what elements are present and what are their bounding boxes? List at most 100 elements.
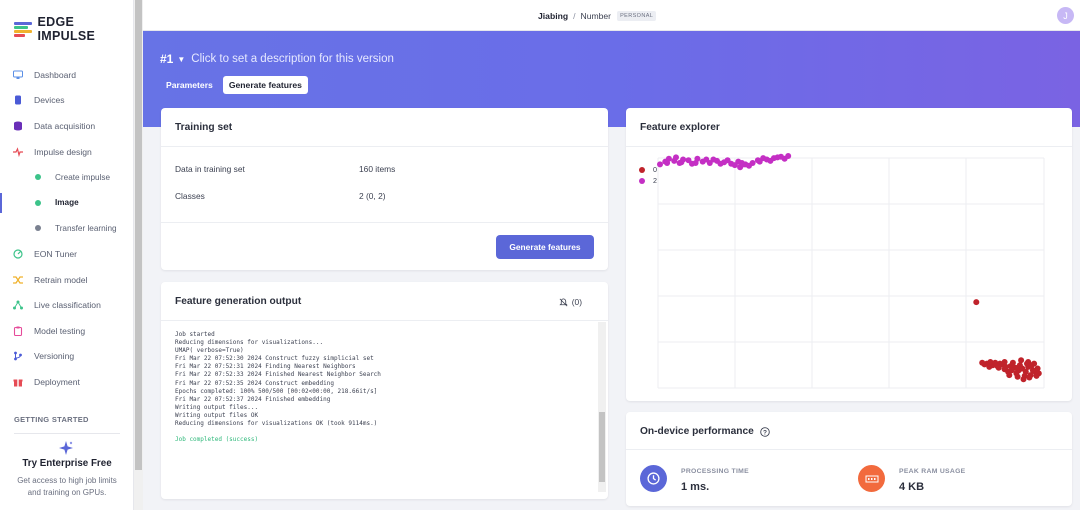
scatter-point-class-2[interactable] xyxy=(673,154,679,161)
tab-generate-features[interactable]: Generate features xyxy=(222,76,308,94)
scatter-point-class-0[interactable] xyxy=(1014,373,1021,380)
sidebar-item-devices[interactable]: Devices xyxy=(0,88,134,114)
enterprise-description: Get access to high job limits and traini… xyxy=(17,476,117,497)
active-indicator xyxy=(0,192,2,213)
notifications-toggle[interactable]: (0) xyxy=(559,297,582,307)
sidebar-subitem-transfer-learning[interactable]: Transfer learning xyxy=(0,216,134,242)
scatter-point-class-2[interactable] xyxy=(746,162,752,169)
log-line: Writing output files... xyxy=(175,403,259,411)
scatter-point-class-2[interactable] xyxy=(662,158,669,165)
version-selector[interactable]: #1 ▼ Click to set a description for this… xyxy=(160,52,394,66)
scatter-point-class-0[interactable] xyxy=(1018,357,1025,364)
sidebar-item-versioning[interactable]: Versioning xyxy=(0,344,134,370)
scatter-point-class-2[interactable] xyxy=(703,156,710,163)
log-line: Fri Mar 22 07:52:31 2024 Finding Nearest… xyxy=(175,363,356,371)
brand-name: EDGE IMPULSE xyxy=(37,15,96,43)
scrollbar-thumb[interactable] xyxy=(599,412,605,482)
scatter-point-class-2[interactable] xyxy=(724,157,731,164)
sidebar-item-deployment[interactable]: Deployment xyxy=(0,369,134,395)
scatter-point-class-0[interactable] xyxy=(1024,360,1030,367)
status-dot-icon xyxy=(35,174,41,181)
sidebar-scrollbar[interactable] xyxy=(134,0,143,510)
scatter-point-class-2[interactable] xyxy=(767,157,774,164)
legend-dot-icon xyxy=(639,177,645,184)
sidebar-item-model-testing[interactable]: Model testing xyxy=(0,318,134,344)
scatter-point-class-0[interactable] xyxy=(1020,376,1027,383)
sidebar-subitem-label: Image xyxy=(55,198,79,208)
scatter-point-class-0[interactable] xyxy=(1033,372,1040,379)
generate-features-button[interactable]: Generate features xyxy=(496,235,594,259)
scatter-point-class-2[interactable] xyxy=(781,155,788,162)
scatter-point-class-0[interactable] xyxy=(1009,359,1016,366)
scatter-point-class-0[interactable] xyxy=(1029,367,1036,374)
sidebar-subitem-image[interactable]: Image xyxy=(0,190,134,216)
notification-count: (0) xyxy=(571,297,582,307)
scatter-point-class-0[interactable] xyxy=(1026,374,1033,381)
feature-scatter-plot[interactable] xyxy=(626,148,1072,398)
scatter-point-class-2[interactable] xyxy=(774,154,781,161)
scatter-point-class-2[interactable] xyxy=(760,155,767,162)
scatter-point-class-0[interactable] xyxy=(1034,365,1041,372)
sidebar: EDGE IMPULSE Dashboard Devices Data acqu… xyxy=(0,0,134,510)
top-bar: Jiabing / Number PERSONAL J xyxy=(143,0,1080,31)
divider xyxy=(626,449,1072,450)
scatter-point-class-0[interactable] xyxy=(1008,367,1015,374)
avatar[interactable]: J xyxy=(1057,7,1074,24)
scrollbar-thumb[interactable] xyxy=(135,0,142,470)
breadcrumb-project[interactable]: Number xyxy=(580,11,612,21)
scatter-point-class-2[interactable] xyxy=(694,155,701,162)
enterprise-title[interactable]: Try Enterprise Free xyxy=(22,458,112,469)
scatter-point-class-2[interactable] xyxy=(676,160,683,166)
scatter-point-class-2[interactable] xyxy=(754,157,761,164)
help-circle-icon[interactable]: ? xyxy=(760,426,770,437)
shuffle-icon xyxy=(13,275,23,285)
legend-item-2[interactable]: 2 xyxy=(639,175,657,186)
sidebar-nav: Dashboard Devices Data acquisition Impul… xyxy=(0,62,134,395)
scatter-point-class-0[interactable] xyxy=(994,363,1001,370)
tab-parameters[interactable]: Parameters xyxy=(166,80,213,90)
caret-down-icon[interactable]: ▼ xyxy=(177,54,186,64)
sidebar-item-label: Retrain model xyxy=(34,274,88,285)
job-log: Job started Reducing dimensions for visua… xyxy=(175,331,381,444)
gift-icon xyxy=(13,377,23,387)
scatter-point-class-2[interactable] xyxy=(740,161,747,168)
breadcrumb-user[interactable]: Jiabing xyxy=(538,11,569,21)
sidebar-item-retrain-model[interactable]: Retrain model xyxy=(0,267,134,293)
scatter-point-class-0[interactable] xyxy=(1016,362,1023,369)
scatter-point-class-2[interactable] xyxy=(731,162,738,169)
scatter-point-class-2[interactable] xyxy=(657,161,663,168)
performance-card: On-device performance ? PROCESSING TIME … xyxy=(626,412,1072,506)
sidebar-item-label: Impulse design xyxy=(34,146,92,157)
scatter-point-class-2[interactable] xyxy=(689,160,695,167)
version-number[interactable]: #1 xyxy=(160,52,174,66)
sidebar-subitem-create-impulse[interactable]: Create impulse xyxy=(0,164,134,190)
sidebar-item-data-acquisition[interactable]: Data acquisition xyxy=(0,113,134,139)
scatter-point-class-0[interactable] xyxy=(987,359,994,365)
sidebar-item-live-classification[interactable]: Live classification xyxy=(0,292,134,318)
scatter-point-class-0[interactable] xyxy=(973,299,980,306)
version-description[interactable]: Click to set a description for this vers… xyxy=(191,53,394,65)
scatter-point-class-0[interactable] xyxy=(1002,363,1009,370)
divider xyxy=(161,320,608,321)
clipboard-icon xyxy=(13,326,23,336)
log-scrollbar[interactable] xyxy=(598,322,606,492)
scatter-point-class-0[interactable] xyxy=(979,359,986,366)
log-line: UMAP( verbose=True) xyxy=(175,347,244,355)
scatter-point-class-0[interactable] xyxy=(1028,362,1035,369)
legend-item-0[interactable]: 0 xyxy=(639,164,657,175)
stat-label: PEAK RAM USAGE xyxy=(899,468,966,475)
legend-label: 0 xyxy=(653,165,657,174)
card-title: Training set xyxy=(175,122,233,133)
sidebar-item-dashboard[interactable]: Dashboard xyxy=(0,62,134,88)
scatter-point-class-0[interactable] xyxy=(986,363,993,370)
getting-started-heading: GETTING STARTED xyxy=(14,415,89,424)
scatter-point-class-0[interactable] xyxy=(1006,372,1013,379)
scatter-point-class-0[interactable] xyxy=(1001,359,1008,365)
log-line: Job started xyxy=(175,331,215,338)
scatter-point-class-2[interactable] xyxy=(717,160,724,167)
brand-logo[interactable]: EDGE IMPULSE xyxy=(14,15,133,43)
sidebar-item-eon-tuner[interactable]: EON Tuner xyxy=(0,241,134,267)
sidebar-item-impulse-design[interactable]: Impulse design xyxy=(0,139,134,165)
scatter-point-class-2[interactable] xyxy=(710,156,717,163)
sidebar-item-label: Live classification xyxy=(34,300,101,311)
